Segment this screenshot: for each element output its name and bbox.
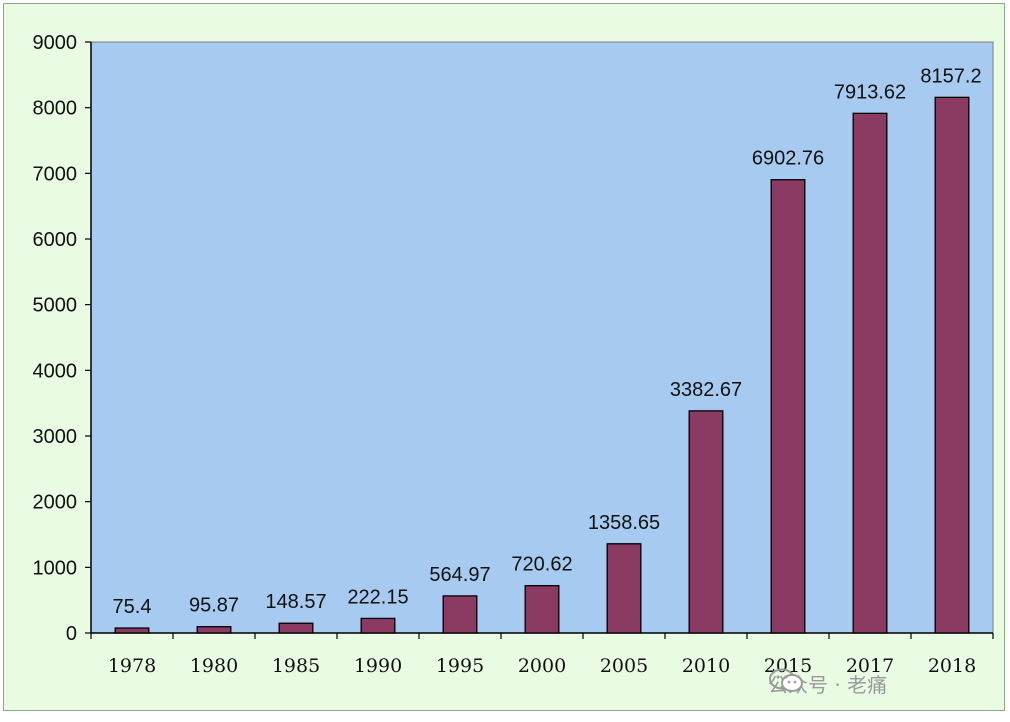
y-tick-label: 6000 <box>33 229 78 251</box>
bar <box>114 627 150 634</box>
data-label: 95.87 <box>189 595 239 617</box>
y-tick-label: 7000 <box>33 163 78 185</box>
y-tick-label: 9000 <box>33 32 78 54</box>
y-tick-label: 5000 <box>33 295 78 317</box>
bar <box>196 626 232 634</box>
x-tick-label: 2010 <box>682 655 730 677</box>
data-label: 7913.62 <box>834 81 906 103</box>
bar <box>770 179 806 634</box>
data-label: 720.62 <box>511 554 572 576</box>
data-label: 8157.2 <box>920 65 981 87</box>
data-label: 222.15 <box>347 586 408 608</box>
bar <box>524 585 560 634</box>
x-tick-label: 2000 <box>518 655 566 677</box>
data-label: 148.57 <box>265 591 326 613</box>
data-labels: 75.4 95.87 148.57 222.15 564.97 720.62 1358.65… <box>113 65 982 618</box>
y-tick-label: 4000 <box>33 360 78 382</box>
x-tick-label: 1995 <box>436 655 484 677</box>
plot-area <box>90 41 994 634</box>
x-tick-label: 1978 <box>108 655 156 677</box>
y-tick-label: 0 <box>66 623 77 645</box>
y-tick-label: 8000 <box>33 98 78 120</box>
data-label: 3382.67 <box>670 379 742 401</box>
y-tick-label: 2000 <box>33 492 78 514</box>
bar <box>688 410 724 634</box>
data-label: 1358.65 <box>588 512 660 534</box>
bar <box>606 543 642 634</box>
data-label: 75.4 <box>113 596 152 618</box>
wechat-icon <box>769 668 803 692</box>
x-tick-label: 2018 <box>928 655 976 677</box>
bar <box>278 622 314 634</box>
x-tick-label: 1980 <box>190 655 238 677</box>
data-label: 6902.76 <box>752 148 824 170</box>
x-tick-label: 1990 <box>354 655 402 677</box>
watermark: 公众号 · 老痛 <box>768 668 887 698</box>
bar <box>360 617 396 634</box>
y-tick-label: 1000 <box>33 557 78 579</box>
bar <box>442 595 478 634</box>
bar-series <box>114 96 970 634</box>
y-axis: 0 1000 2000 3000 4000 5000 6000 7000 8000 9000 <box>33 32 92 645</box>
data-label: 564.97 <box>429 564 490 586</box>
x-tick-label: 1985 <box>272 655 320 677</box>
x-tick-label: 2005 <box>600 655 648 677</box>
x-tick-label: 2017 <box>846 655 894 677</box>
y-tick-label: 3000 <box>33 426 78 448</box>
bar <box>852 112 888 634</box>
bar <box>934 96 970 634</box>
